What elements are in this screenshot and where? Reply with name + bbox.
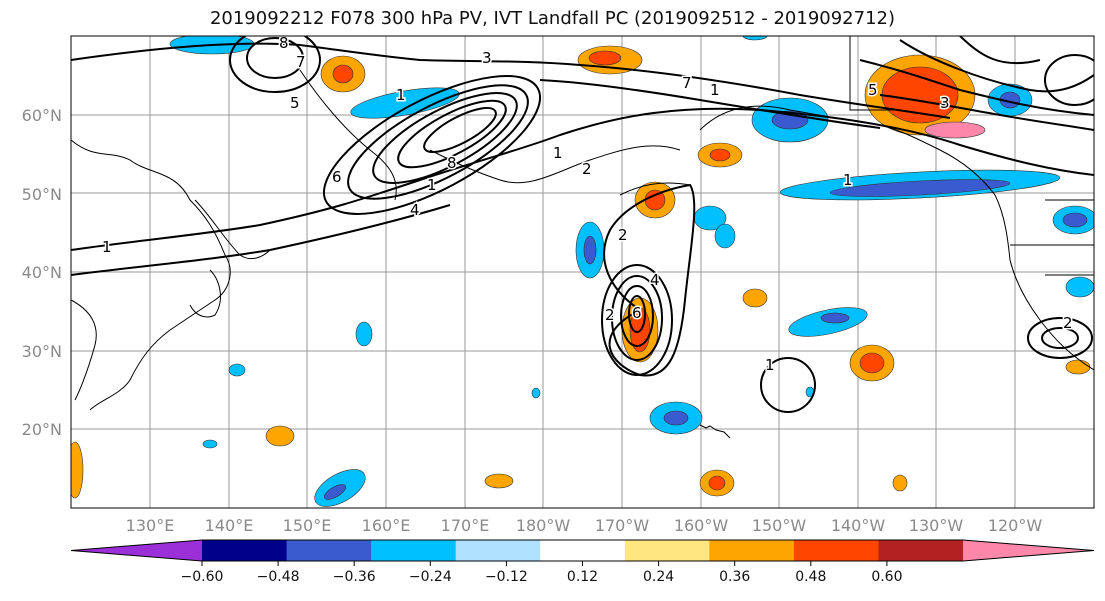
lon-label: 150°W xyxy=(752,516,807,535)
lon-label: 140°W xyxy=(831,516,886,535)
colorbar-extend-low xyxy=(71,540,202,561)
figure-title: 2019092212 F078 300 hPa PV, IVT Landfall… xyxy=(209,8,896,29)
contour-label: 1 xyxy=(102,238,112,256)
lon-label: 150°E xyxy=(283,516,332,535)
colorbar-tick-label: 0.48 xyxy=(795,569,826,585)
colorbar-tick-label: 0.24 xyxy=(643,569,674,585)
map-frame xyxy=(70,35,1095,509)
contour-label: 1 xyxy=(843,171,853,189)
shaded-anomalies xyxy=(71,36,1094,507)
contour-label: 8 xyxy=(279,34,289,52)
contour-label: 3 xyxy=(940,94,950,112)
colorbar-tick-label: 0.12 xyxy=(567,569,598,585)
contour-label: 1 xyxy=(710,81,720,99)
colorbar-segment xyxy=(793,540,879,561)
contour-labels: 1 1 1 1 1 2 2 3 4 5 6 7 8 8 1 2 3 4 5 6 … xyxy=(101,34,1075,376)
contour-label: 7 xyxy=(682,74,692,92)
lat-label: 60°N xyxy=(22,106,62,125)
pv-contours xyxy=(71,36,1094,413)
lat-label: 50°N xyxy=(22,185,62,204)
colorbar-segment xyxy=(371,540,457,561)
contour-label: 1 xyxy=(396,86,406,104)
contour-label: 2 xyxy=(605,306,615,324)
colorbar-tick-label: −0.12 xyxy=(485,569,528,585)
longitude-labels: 130°E 140°E 150°E 160°E 170°E 180°W 170°… xyxy=(126,516,1043,535)
colorbar-tick-label: −0.60 xyxy=(181,569,224,585)
colorbar-ticks: −0.60 −0.48 −0.36 −0.24 −0.12 0.12 0.24 0.36 0.4… xyxy=(181,561,902,585)
colorbar-segment xyxy=(286,540,372,561)
lat-label: 40°N xyxy=(22,263,62,282)
contour-label: 6 xyxy=(332,168,342,186)
contour-label: 8 xyxy=(447,154,457,172)
contour-label: 1 xyxy=(765,356,775,374)
lon-label: 160°W xyxy=(674,516,729,535)
contour-label: 1 xyxy=(553,144,563,162)
lon-label: 170°W xyxy=(595,516,650,535)
contour-label: 7 xyxy=(296,53,306,71)
contour-label: 2 xyxy=(1063,314,1073,332)
lon-label: 140°E xyxy=(205,516,254,535)
contour-label: 2 xyxy=(618,226,628,244)
lon-label: 170°E xyxy=(441,516,490,535)
lon-label: 120°W xyxy=(988,516,1043,535)
colorbar-segment xyxy=(709,540,795,561)
contour-label: 5 xyxy=(868,81,878,99)
contour-label: 2 xyxy=(582,160,592,178)
contour-label: 5 xyxy=(290,94,300,112)
lat-label: 30°N xyxy=(22,342,62,361)
colorbar-extend-high xyxy=(963,540,1094,561)
colorbar-segment xyxy=(624,540,710,561)
colorbar-tick-label: 0.36 xyxy=(719,569,750,585)
lon-label: 180°W xyxy=(516,516,571,535)
lon-label: 130°W xyxy=(909,516,964,535)
colorbar-tick-label: −0.36 xyxy=(333,569,376,585)
contour-label: 6 xyxy=(632,304,642,322)
lon-label: 160°E xyxy=(362,516,411,535)
colorbar-tick-label: 0.60 xyxy=(871,569,902,585)
colorbar xyxy=(70,539,1095,562)
colorbar-segment xyxy=(878,540,964,561)
contour-label: 1 xyxy=(427,176,437,194)
lon-label: 130°E xyxy=(126,516,175,535)
colorbar-tick-label: −0.48 xyxy=(257,569,300,585)
lat-label: 20°N xyxy=(22,420,62,439)
contour-label: 4 xyxy=(650,271,660,289)
contour-label: 3 xyxy=(482,49,492,67)
colorbar-tick-label: −0.24 xyxy=(409,569,452,585)
latitude-labels: 20°N 30°N 40°N 50°N 60°N xyxy=(22,106,62,439)
colorbar-segment xyxy=(455,540,541,561)
contour-label: 4 xyxy=(410,201,420,219)
colorbar-segment xyxy=(202,540,288,561)
colorbar-segment xyxy=(540,540,626,561)
